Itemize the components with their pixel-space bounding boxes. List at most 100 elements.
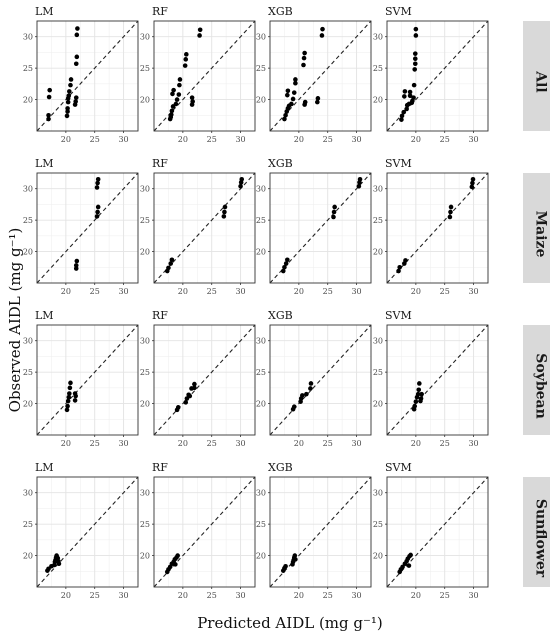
data-point xyxy=(168,114,174,120)
x-tick-label: 30 xyxy=(235,287,245,296)
x-tick-label: 30 xyxy=(118,439,128,448)
y-tick-label: 30 xyxy=(140,33,150,42)
x-tick-label: 25 xyxy=(90,135,100,144)
panel-title: LM xyxy=(35,461,54,474)
panel-title: RF xyxy=(152,157,168,170)
identity-line xyxy=(36,324,139,436)
data-point xyxy=(308,386,313,391)
y-tick-label: 25 xyxy=(140,216,150,225)
data-point xyxy=(95,176,101,182)
panel-soybean-svm-border xyxy=(386,324,489,436)
data-point xyxy=(290,96,296,102)
x-tick-label: 30 xyxy=(468,135,478,144)
data-point xyxy=(66,93,72,99)
data-point xyxy=(282,264,287,270)
identity-line xyxy=(36,476,139,588)
data-point xyxy=(413,399,419,404)
x-tick-label: 30 xyxy=(118,135,128,144)
data-point xyxy=(308,381,314,386)
x-tick-label: 30 xyxy=(351,591,361,600)
data-point xyxy=(168,261,174,266)
data-point xyxy=(189,95,195,100)
y-tick-label: 30 xyxy=(23,337,33,346)
facet-strip-label: Maize xyxy=(533,211,549,258)
facet-strip-maize xyxy=(523,173,550,283)
data-point xyxy=(302,50,307,56)
x-tick-label: 20 xyxy=(411,287,421,296)
y-tick-label: 25 xyxy=(140,520,150,529)
y-tick-label: 20 xyxy=(373,400,383,409)
data-point xyxy=(173,562,178,567)
data-point xyxy=(184,52,189,57)
data-point xyxy=(65,99,71,105)
y-tick-label: 30 xyxy=(373,185,383,194)
data-point xyxy=(46,112,51,118)
data-point xyxy=(73,266,79,271)
data-point xyxy=(412,56,418,62)
x-tick-label: 30 xyxy=(235,135,245,144)
data-point xyxy=(183,400,189,405)
data-point xyxy=(412,67,418,72)
y-tick-label: 25 xyxy=(373,216,383,225)
panel-title: SVM xyxy=(385,157,412,170)
data-point xyxy=(291,404,297,410)
data-point xyxy=(319,33,325,38)
x-tick-label: 25 xyxy=(207,591,217,600)
data-point xyxy=(94,214,100,219)
data-point xyxy=(403,258,408,263)
x-axis-title: Predicted AIDL (mg g⁻¹) xyxy=(197,614,383,632)
x-tick-label: 25 xyxy=(440,135,450,144)
x-tick-label: 30 xyxy=(235,439,245,448)
data-point xyxy=(301,62,306,68)
identity-line xyxy=(386,324,489,436)
data-point xyxy=(68,380,73,386)
x-tick-label: 25 xyxy=(440,439,450,448)
data-point xyxy=(73,99,78,104)
x-tick-label: 25 xyxy=(440,591,450,600)
data-point xyxy=(418,396,424,401)
y-tick-label: 25 xyxy=(23,520,33,529)
y-tick-label: 20 xyxy=(23,248,33,257)
y-tick-label: 30 xyxy=(256,337,266,346)
y-tick-label: 20 xyxy=(140,400,150,409)
data-point xyxy=(291,90,297,95)
data-point xyxy=(239,176,245,182)
data-point xyxy=(73,61,79,67)
data-point xyxy=(408,552,413,558)
y-tick-label: 25 xyxy=(23,368,33,377)
data-point xyxy=(417,381,422,386)
data-point xyxy=(173,101,179,107)
data-point xyxy=(331,214,336,220)
y-tick-label: 25 xyxy=(256,520,266,529)
y-tick-label: 25 xyxy=(23,216,33,225)
data-point xyxy=(197,27,203,33)
y-tick-label: 20 xyxy=(23,552,33,561)
data-point xyxy=(177,82,182,88)
data-point xyxy=(304,391,309,397)
data-point xyxy=(413,26,419,32)
data-point xyxy=(46,116,51,122)
panel-maize-xgb-border xyxy=(269,172,372,284)
y-tick-label: 20 xyxy=(23,400,33,409)
data-point xyxy=(171,87,176,93)
data-point xyxy=(169,257,175,263)
y-tick-label: 20 xyxy=(256,96,266,105)
data-point xyxy=(73,95,79,100)
data-point xyxy=(166,265,171,271)
data-point xyxy=(64,113,70,119)
facet-strip-label: Sunflower xyxy=(533,499,549,578)
data-point xyxy=(73,263,79,268)
data-point xyxy=(197,33,202,38)
data-point xyxy=(283,112,288,118)
data-point xyxy=(170,91,175,97)
data-point xyxy=(175,553,180,558)
panel-title: LM xyxy=(35,309,54,322)
data-point xyxy=(64,407,70,413)
data-point xyxy=(192,385,197,391)
data-point xyxy=(402,89,408,94)
y-tick-label: 25 xyxy=(256,216,266,225)
x-tick-label: 25 xyxy=(90,439,100,448)
y-tick-label: 30 xyxy=(256,185,266,194)
y-tick-label: 30 xyxy=(23,33,33,42)
identity-line xyxy=(36,20,139,132)
